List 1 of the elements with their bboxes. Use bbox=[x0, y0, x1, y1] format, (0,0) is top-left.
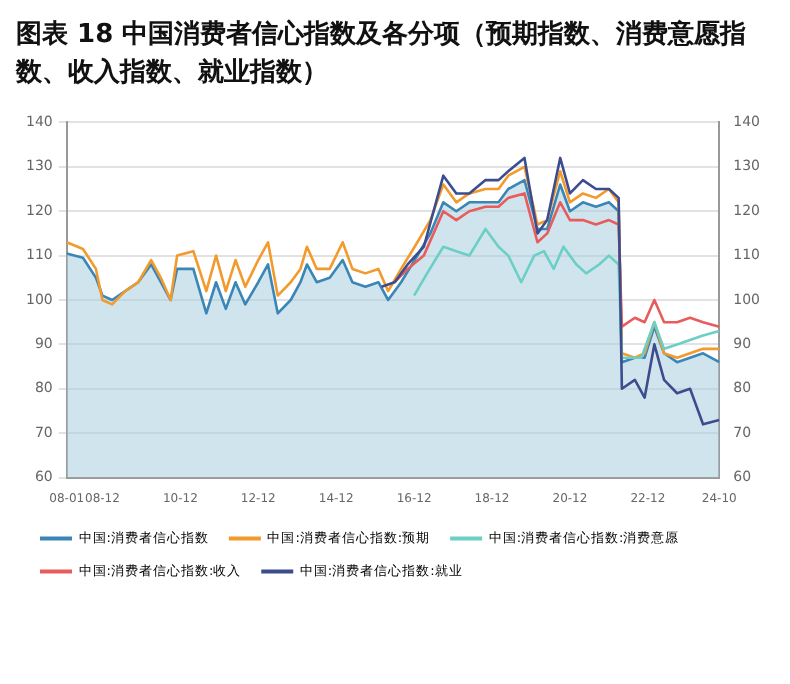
chart-title: 图表 18 中国消费者信心指数及各分项（预期指数、消费意愿指数、收入指数、就业指数） bbox=[16, 17, 749, 92]
